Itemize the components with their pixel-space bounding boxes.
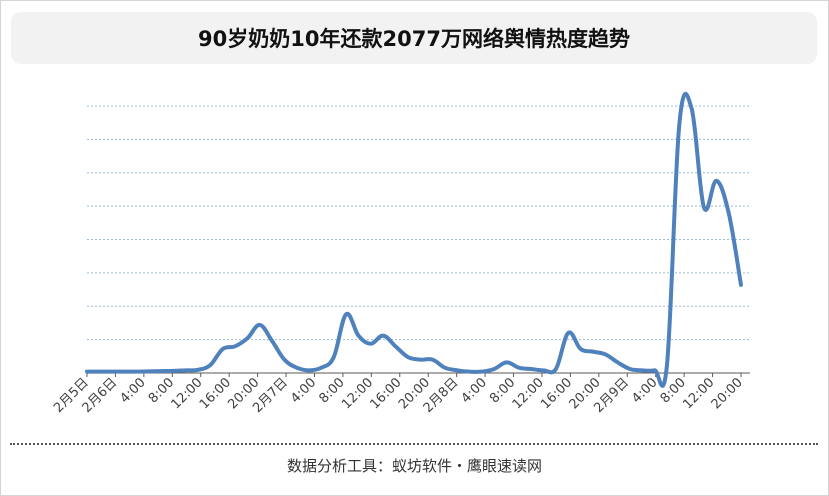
chart-title: 90岁奶奶10年还款2077万网络舆情热度趋势	[198, 27, 630, 51]
x-tick-label: 12:00	[339, 375, 376, 412]
x-tick-label: 4:00	[629, 375, 660, 406]
series-layer	[85, 92, 743, 388]
x-tick-label: 12:00	[510, 375, 547, 412]
x-tick-label: 16:00	[197, 375, 234, 412]
title-bar: 90岁奶奶10年还款2077万网络舆情热度趋势	[11, 12, 817, 64]
x-tick-label: 20:00	[709, 375, 746, 412]
x-tick-label: 4:00	[459, 375, 490, 406]
grid-lines	[87, 105, 750, 341]
x-tick-label: 4:00	[117, 375, 148, 406]
line-chart: 2月5日2月6日4:008:0012:0016:0020:002月7日4:008…	[51, 92, 750, 416]
x-tick-label: 12:00	[168, 375, 205, 412]
x-tick-label: 12:00	[680, 375, 717, 412]
footer-source: 数据分析工具：蚁坊软件・鹰眼速读网	[286, 457, 542, 475]
x-tick-label: 16:00	[538, 375, 575, 412]
footer-divider	[10, 443, 818, 445]
x-tick-label: 4:00	[288, 375, 319, 406]
x-tick-label: 16:00	[368, 375, 405, 412]
series-line-heat	[85, 92, 743, 388]
x-tick-labels: 2月5日2月6日4:008:0012:0016:0020:002月7日4:008…	[51, 375, 746, 416]
